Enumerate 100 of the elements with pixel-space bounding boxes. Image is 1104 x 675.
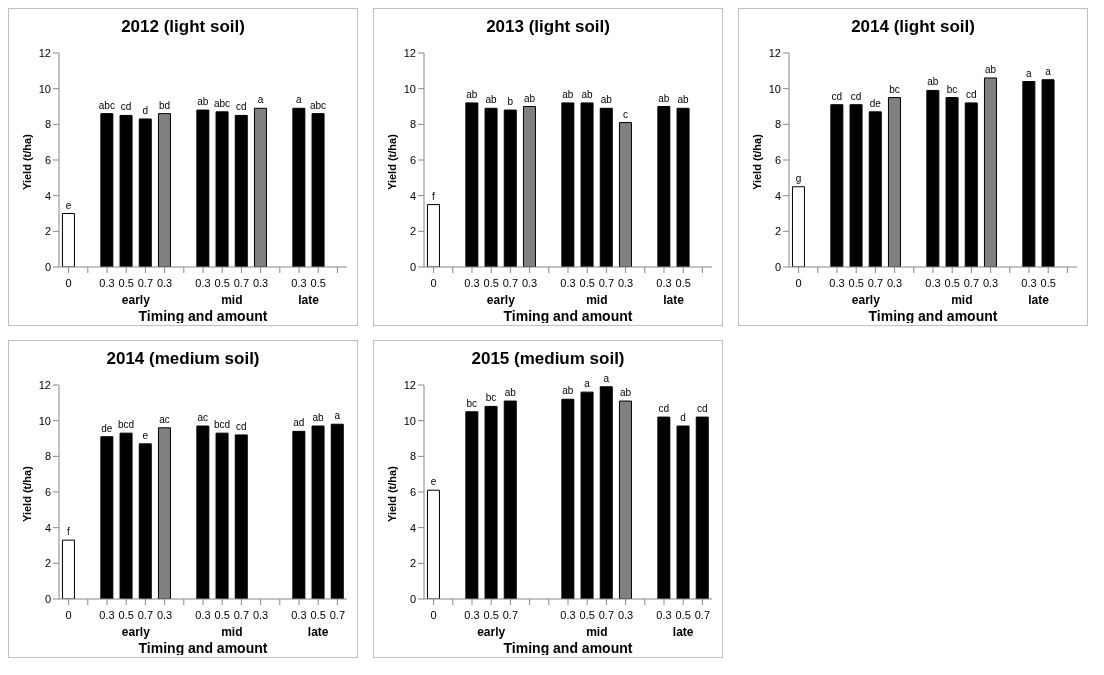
x-tick-label: 0.5 [118, 277, 134, 289]
data-label: bc [466, 397, 478, 409]
x-tick-label: 0.3 [1021, 277, 1037, 289]
x-tick-label: 0.5 [483, 277, 499, 289]
data-label: ab [312, 412, 325, 424]
bar [657, 106, 671, 267]
data-label: e [142, 429, 149, 441]
x-tick-label: 0.7 [502, 609, 519, 621]
y-tick-label: 6 [409, 153, 416, 166]
bar [196, 109, 210, 267]
data-label: f [432, 190, 436, 202]
y-tick-label: 12 [768, 46, 781, 59]
text: early [121, 293, 151, 307]
y-axis-title: Yield (t/ha) [385, 465, 398, 522]
y-tick-label: 12 [403, 378, 416, 391]
y-axis-title: Yield (t/ha) [20, 465, 33, 522]
data-label: cd [965, 88, 977, 100]
data-label: a [584, 378, 591, 390]
x-tick-label: 0.3 [656, 277, 672, 289]
text: mid [586, 625, 608, 639]
bar [484, 107, 498, 267]
bar [599, 107, 613, 267]
data-label: d [680, 412, 686, 424]
y-tick-label: 6 [409, 485, 416, 498]
data-label: bd [158, 99, 171, 111]
x-tick-label: 0.7 [233, 609, 250, 621]
y-tick-label: 0 [774, 260, 781, 273]
data-label: abc [213, 97, 231, 109]
y-tick-label: 2 [44, 225, 51, 238]
data-label: cd [831, 90, 843, 102]
x-tick-label: 0 [65, 609, 72, 621]
chart-title: 2014 (medium soil) [105, 348, 261, 370]
bar [945, 97, 959, 267]
x-tick-label: 0.7 [137, 277, 154, 289]
data-label: ad [293, 417, 305, 429]
bar [868, 111, 882, 267]
data-label: a [334, 410, 341, 422]
data-label: f [67, 526, 71, 538]
x-tick-label: 0.3 [291, 277, 307, 289]
chart-title: 2012 (light soil) [120, 16, 246, 38]
x-tick-label: 0.5 [944, 277, 960, 289]
data-label: ab [485, 94, 498, 106]
chart-title: 2015 (medium soil) [470, 348, 626, 370]
data-label: ab [562, 385, 574, 397]
x-tick-label: 0 [65, 277, 72, 289]
x-tick-label: 0.3 [982, 277, 999, 289]
y-tick-label: 10 [768, 82, 781, 95]
bar [830, 104, 844, 267]
data-label: ab [927, 76, 939, 88]
data-label: c [622, 108, 628, 120]
y-tick-label: 12 [403, 46, 416, 59]
y-tick-label: 4 [44, 189, 51, 202]
y-tick-label: 4 [409, 189, 416, 202]
x-tick-label: 0.7 [329, 609, 346, 621]
y-tick-label: 12 [38, 378, 51, 391]
text: early [121, 625, 151, 639]
data-label: bc [485, 392, 497, 404]
y-tick-label: 6 [44, 485, 51, 498]
x-tick-label: 0.3 [252, 609, 269, 621]
data-label: ab [658, 92, 670, 104]
bar [100, 436, 114, 599]
x-tick-label: 0.3 [252, 277, 269, 289]
bar [196, 425, 210, 599]
bar [561, 398, 575, 599]
y-tick-label: 6 [44, 153, 51, 166]
bar [426, 489, 440, 599]
y-tick-label: 10 [403, 414, 416, 427]
data-label: bc [946, 83, 958, 95]
y-tick-label: 6 [774, 153, 781, 166]
chart-title: 2014 (light soil) [850, 16, 976, 38]
y-tick-label: 2 [409, 225, 416, 238]
x-tick-label: 0.3 [560, 277, 576, 289]
x-axis-title: Timing and amount [503, 640, 633, 656]
y-axis-title: Yield (t/ha) [750, 133, 763, 190]
x-tick-label: 0.7 [233, 277, 250, 289]
chart-title: 2013 (light soil) [485, 16, 611, 38]
y-tick-label: 0 [409, 592, 416, 605]
bar [1022, 81, 1036, 267]
bar [695, 416, 709, 599]
data-label: ab [619, 387, 632, 399]
x-tick-label: 0.5 [675, 277, 691, 289]
bar [311, 113, 325, 267]
data-label: ac [159, 413, 170, 425]
x-tick-label: 0.3 [560, 609, 576, 621]
text: late [298, 293, 320, 307]
y-tick-label: 0 [44, 592, 51, 605]
data-label: a [1045, 65, 1052, 77]
data-label: de [101, 422, 113, 434]
x-tick-label: 0 [795, 277, 802, 289]
bar [465, 102, 479, 267]
data-label: ab [197, 96, 209, 108]
x-tick-label: 0.5 [310, 609, 326, 621]
x-tick-label: 0.3 [195, 609, 211, 621]
data-label: d [142, 104, 149, 116]
y-tick-label: 4 [774, 189, 781, 202]
x-tick-label: 0.7 [502, 277, 519, 289]
x-tick-label: 0.5 [675, 609, 691, 621]
x-tick-label: 0.5 [214, 277, 230, 289]
data-label: cd [658, 403, 670, 415]
text: late [672, 625, 694, 639]
